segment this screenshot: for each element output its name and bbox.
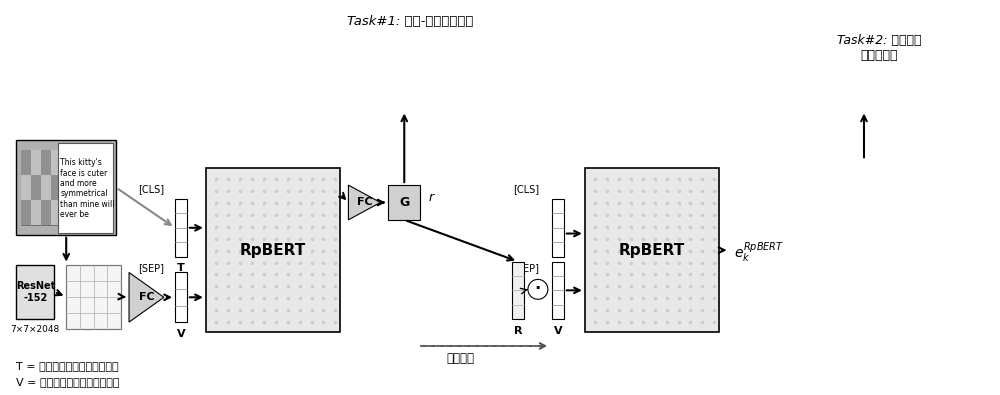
Text: Task#1: 图片-文本关系分类: Task#1: 图片-文本关系分类 <box>347 15 473 28</box>
Text: 关系传播: 关系传播 <box>446 352 474 365</box>
Text: V: V <box>554 326 562 336</box>
Text: FC: FC <box>139 292 154 302</box>
Text: ·: · <box>535 280 541 298</box>
Text: ResNet
-152: ResNet -152 <box>16 281 55 303</box>
Bar <box>41 175 51 200</box>
Bar <box>58 143 113 233</box>
Text: V = 词嵌入＋段嵌入＋位置嵌入: V = 词嵌入＋段嵌入＋位置嵌入 <box>16 377 120 387</box>
Bar <box>552 261 564 319</box>
Text: FC: FC <box>357 198 372 207</box>
Bar <box>21 150 61 225</box>
Bar <box>51 150 61 175</box>
Circle shape <box>528 279 548 299</box>
Bar <box>552 199 564 257</box>
Bar <box>21 175 31 200</box>
Text: [SEP]: [SEP] <box>138 263 164 273</box>
Text: [CLS]: [CLS] <box>138 184 164 194</box>
Bar <box>41 150 51 175</box>
Text: T: T <box>554 263 562 273</box>
Bar <box>175 273 187 322</box>
Text: Task#2: 多模态命
名实体识别: Task#2: 多模态命 名实体识别 <box>837 34 921 62</box>
Text: This kitty's
face is cuter
and more
symmetrical
than mine will
ever be: This kitty's face is cuter and more symm… <box>60 158 115 219</box>
Bar <box>66 265 121 329</box>
Bar <box>16 140 116 235</box>
Polygon shape <box>348 185 380 220</box>
Text: RpBERT: RpBERT <box>240 243 306 258</box>
Text: T: T <box>177 263 185 273</box>
Bar <box>21 200 31 225</box>
Bar <box>206 168 340 332</box>
Bar <box>388 185 420 220</box>
Bar <box>21 150 31 175</box>
Text: 7×7×2048: 7×7×2048 <box>11 325 60 333</box>
Text: $e_k^{RpBERT}$: $e_k^{RpBERT}$ <box>734 240 785 265</box>
Polygon shape <box>129 273 164 322</box>
Text: RpBERT: RpBERT <box>619 243 685 258</box>
Bar <box>31 150 41 175</box>
Bar <box>31 200 41 225</box>
Text: G: G <box>399 196 409 209</box>
Bar <box>31 175 41 200</box>
Text: V: V <box>177 329 185 339</box>
Bar <box>41 200 51 225</box>
Bar <box>585 168 719 332</box>
Text: [SEP]: [SEP] <box>513 263 539 273</box>
Text: R: R <box>514 326 522 336</box>
Bar <box>51 175 61 200</box>
Text: T = 词嵌入＋段嵌入＋位置嵌入: T = 词嵌入＋段嵌入＋位置嵌入 <box>16 361 119 371</box>
Bar <box>175 199 187 257</box>
Bar <box>512 261 524 319</box>
Text: r: r <box>428 191 433 204</box>
Text: [CLS]: [CLS] <box>513 184 539 194</box>
Bar <box>16 265 54 319</box>
Bar <box>51 200 61 225</box>
